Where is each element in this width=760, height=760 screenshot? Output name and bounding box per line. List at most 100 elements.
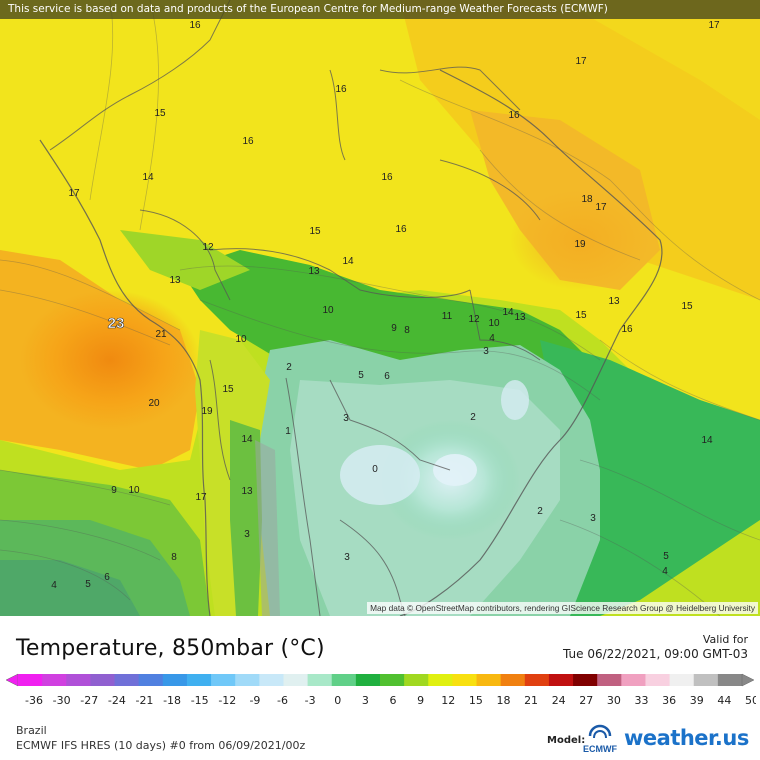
map-region [510,190,650,290]
valid-time: Tue 06/22/2021, 09:00 GMT-03 [563,647,748,661]
isotherm-label: 21 [155,329,167,340]
scale-swatch [307,674,333,686]
isotherm-label: 20 [148,398,160,409]
isotherm-label: 10 [322,305,334,316]
scale-tick-label: -12 [218,694,236,707]
scale-swatch [597,674,622,686]
isotherm-label: 14 [142,172,154,183]
isotherm-label: 17 [595,202,607,213]
isotherm-label: 0 [372,464,378,475]
isotherm-label: 12 [202,242,214,253]
weather-us-logo[interactable]: weather.us [624,726,749,750]
isotherm-label: 19 [574,239,586,250]
isotherm-label: 13 [169,275,181,286]
scale-swatch [500,674,526,686]
scale-tick-label: 21 [524,694,538,707]
color-scale: -36 -30 -27 -24 -21 -18 -15 -12 -9 -6 -3 0 3 6 9 12 15 18… [5,673,756,707]
isotherm-label: 12 [468,314,480,325]
scale-tick-label: -18 [163,694,181,707]
scale-tick-label: 18 [496,694,510,707]
scale-swatch [162,674,188,686]
map-region [20,290,200,430]
isotherm-label: 4 [51,580,57,591]
scale-tick-label: 24 [552,694,566,707]
scale-tick-label: 50 [745,694,756,707]
map-region [501,380,529,420]
scale-tick-label: -6 [277,694,288,707]
isotherm-label: 1 [285,426,291,437]
scale-swatch [138,674,164,686]
scale-swatch [114,674,140,686]
scale-tick-label: 12 [441,694,455,707]
isotherm-label: 15 [309,226,321,237]
scale-swatch [573,674,598,686]
scale-tick-label: -9 [249,694,260,707]
isotherm-label: 13 [241,486,253,497]
legend-footer: Temperature, 850mbar (°C) Valid for Tue … [0,616,760,760]
map-region [433,454,477,486]
isotherm-label: 9 [391,323,397,334]
isotherm-label: 8 [404,325,410,336]
isotherm-label: 14 [701,435,713,446]
scale-tick-label: 30 [607,694,621,707]
model-run-info: ECMWF IFS HRES (10 days) #0 from 06/09/2… [16,739,306,752]
isotherm-label: 2 [537,506,543,517]
isotherm-label: 17 [195,492,207,503]
isotherm-label: 14 [342,256,354,267]
scale-swatch [669,674,695,686]
ecmwf-logo-icon[interactable]: ECMWF [578,724,622,756]
ecmwf-logo-text: ECMWF [583,744,617,754]
scale-tick-label: -3 [305,694,316,707]
valid-for-label: Valid for [702,633,748,646]
scale-swatch [717,674,743,686]
map-region [230,420,262,616]
isotherm-label: 5 [85,579,91,590]
scale-tick-label: 9 [417,694,424,707]
scale-tick-label: -21 [135,694,153,707]
isotherm-label: 3 [344,552,350,563]
scale-swatch [18,674,43,686]
scale-tick-label: 39 [690,694,704,707]
scale-tick-label: 44 [717,694,731,707]
model-label: Model: [547,735,586,746]
isotherm-label: 16 [508,110,520,121]
scale-swatch [476,674,502,686]
isotherm-label: 15 [575,310,587,321]
scale-swatch [259,674,284,686]
scale-tick-label: 15 [469,694,483,707]
isotherm-label: 2 [470,412,476,423]
country-borders [49,0,541,616]
isotherm-label: 2 [286,362,292,373]
isotherm-label: 4 [489,333,495,344]
isotherm-label: 16 [189,20,201,31]
scale-swatch [355,674,381,686]
scale-arrow-left [5,673,19,687]
map-credit[interactable]: Map data © OpenStreetMap contributors, r… [367,602,758,614]
isotherm-label: 3 [343,413,349,424]
coastlines [39,69,663,616]
isotherm-label: 16 [381,172,393,183]
scale-swatch [283,674,309,686]
isotherm-label: 16 [335,84,347,95]
isotherm-label: 10 [488,318,500,329]
scale-tick-label: 3 [362,694,369,707]
isotherm-label: 17 [68,188,80,199]
map-region [255,440,280,616]
temperature-map[interactable]: 16 17 17 16 15 16 16 14 16 17 18 17 15 16 12 19 14 13 13 13… [0,0,760,616]
isotherm-label: 19 [201,406,213,417]
scale-swatch [524,674,550,686]
isotherm-label: 3 [590,513,596,524]
scale-tick-label: -15 [191,694,209,707]
map-region [560,0,760,120]
scale-swatch [621,674,646,686]
isotherm-label: 15 [681,301,693,312]
scale-tick-label: -30 [53,694,71,707]
isotherm-label: 5 [358,370,364,381]
isotherm-label: 17 [575,56,587,67]
isotherm-label: 9 [111,485,117,496]
isotherm-label: 11 [442,311,453,322]
isotherm-label: 15 [154,108,166,119]
region-name: Brazil [16,724,47,737]
scale-tick-label: 33 [635,694,649,707]
isotherm-label: 16 [621,324,633,335]
